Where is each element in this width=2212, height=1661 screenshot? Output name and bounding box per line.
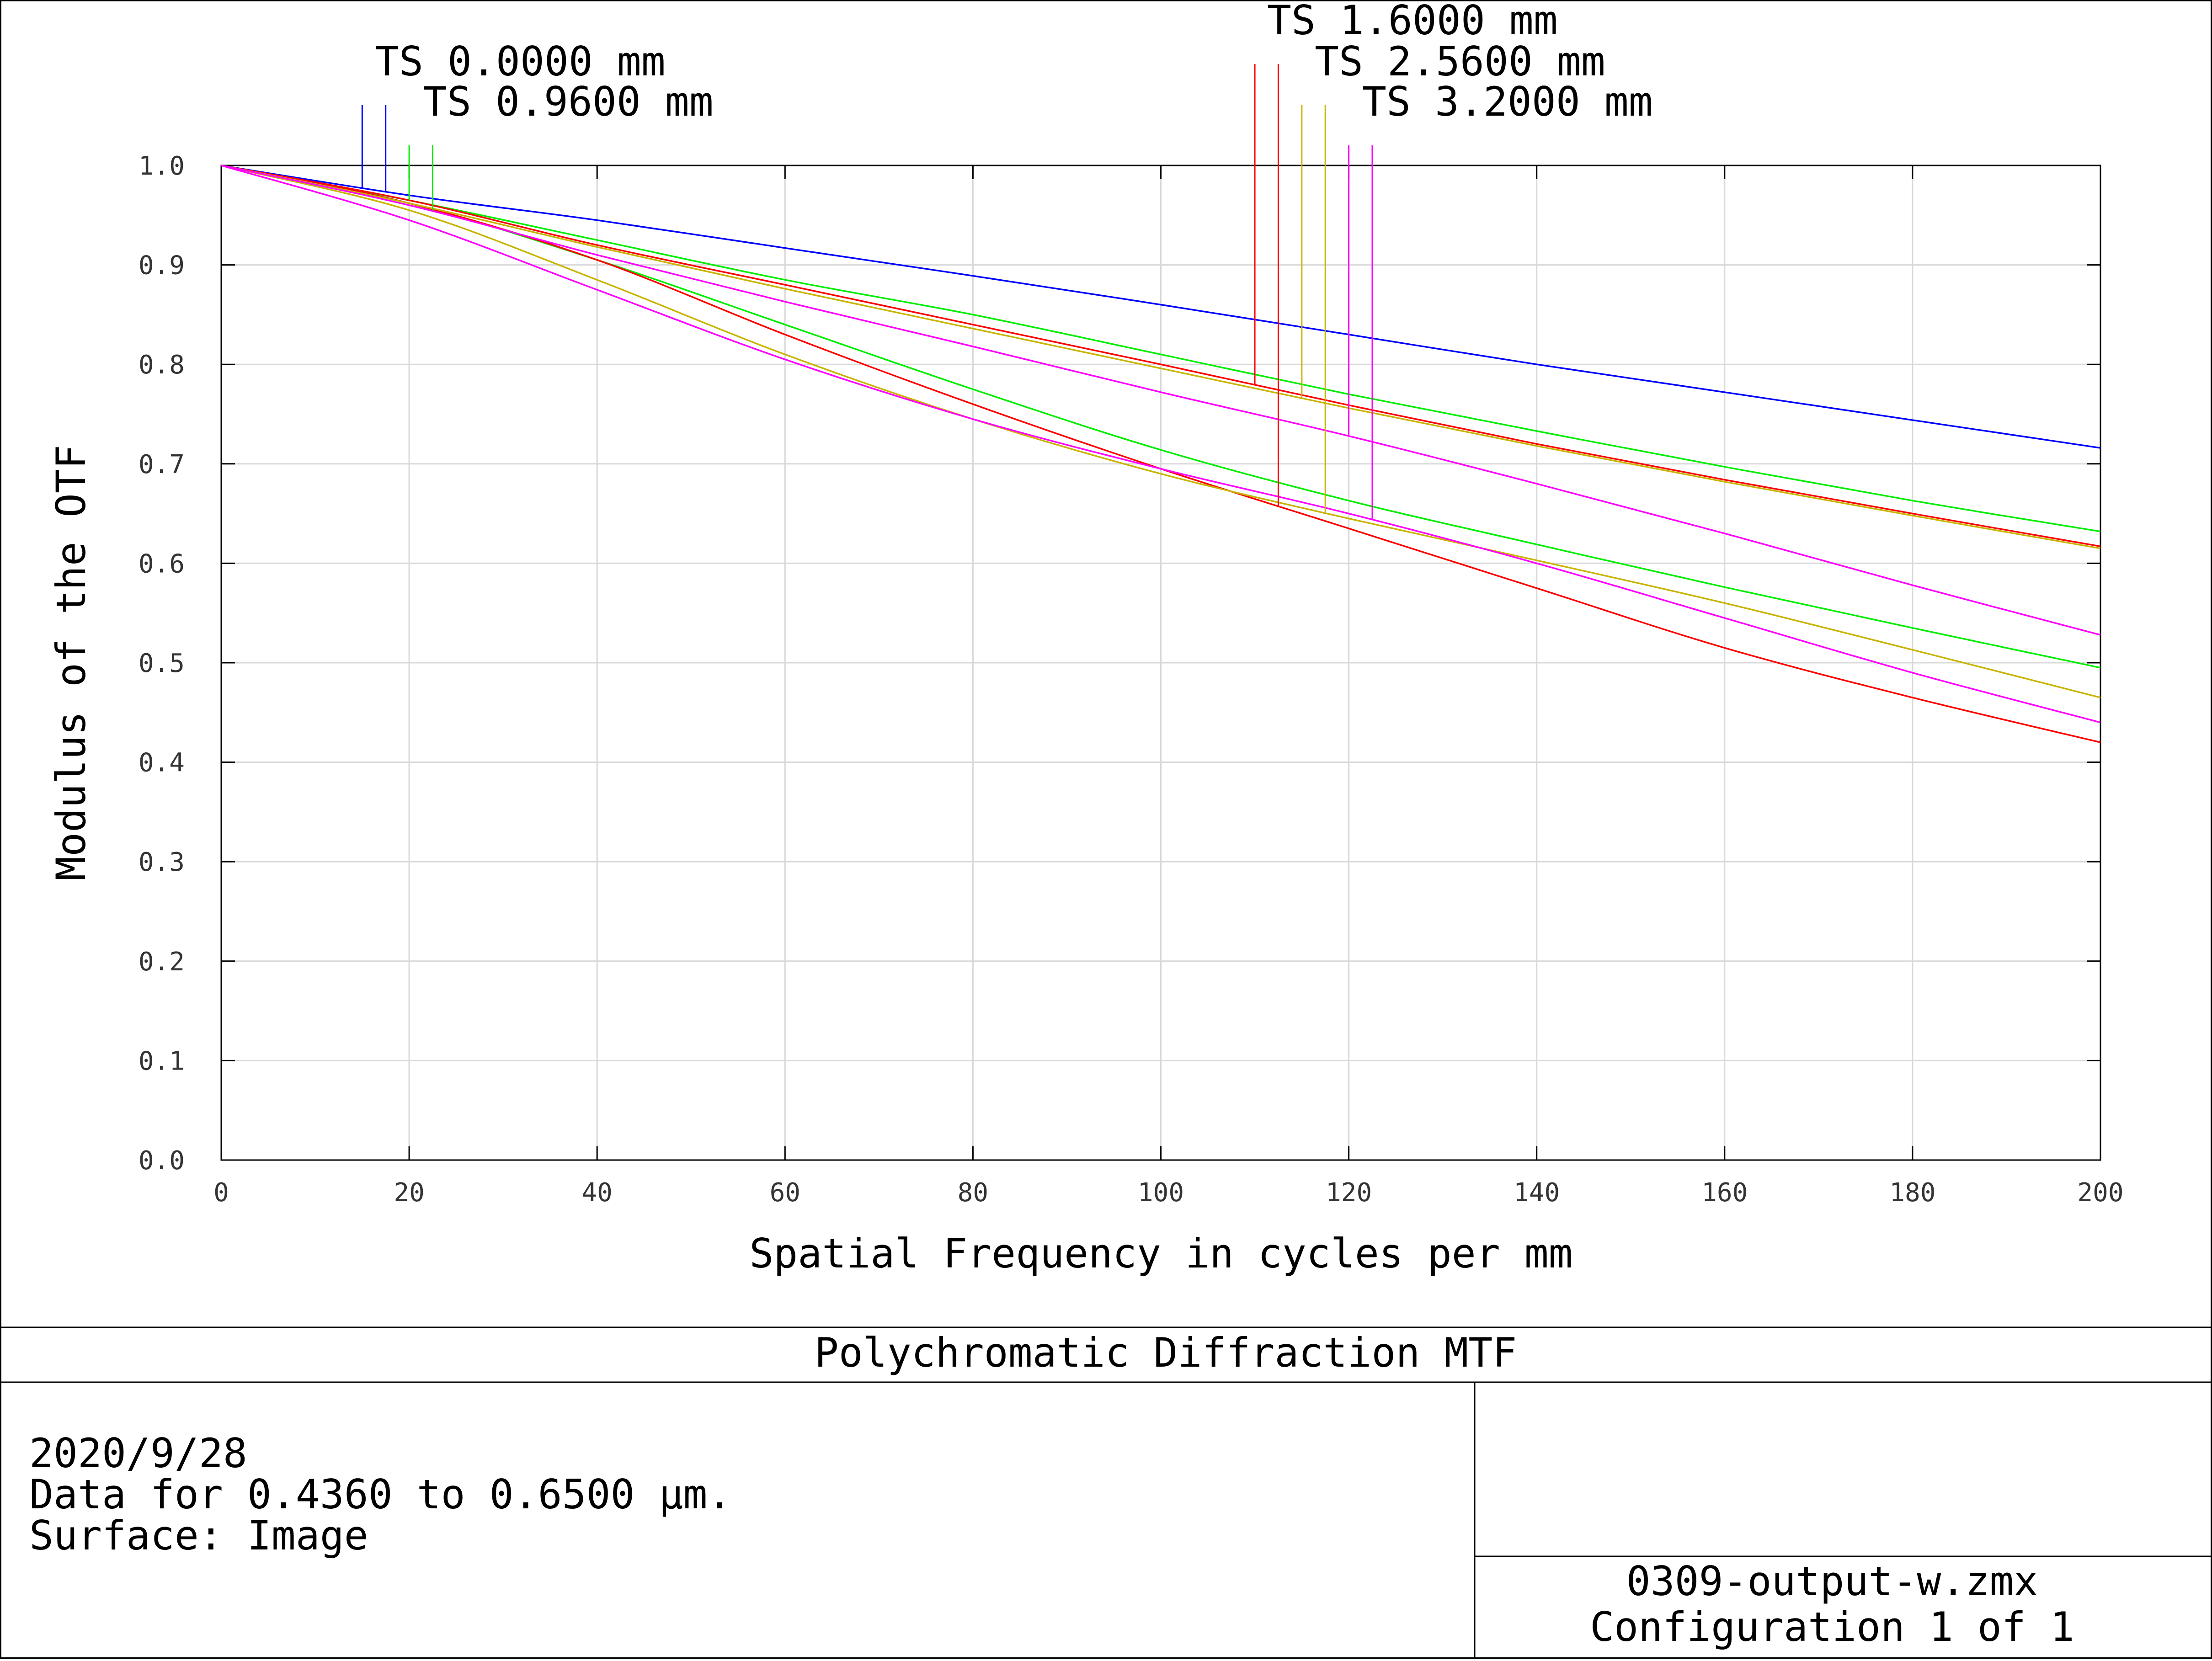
mtf-curve-3 [221,165,2101,548]
y-tick-label: 0.7 [139,450,185,479]
y-tick-label: 0.3 [139,847,185,877]
y-tick-label: 0.6 [139,549,185,579]
x-tick-label: 120 [1326,1178,1372,1208]
legend-label: TS 0.9600 mm [423,78,714,125]
mtf-curve-0 [221,165,2101,449]
mtf-curve-7 [221,165,2101,636]
x-tick-label: 100 [1138,1178,1184,1208]
mtf-curves [221,165,2101,743]
y-tick-label: 0.2 [139,947,185,977]
x-tick-label: 140 [1514,1178,1560,1208]
x-tick-label: 200 [2077,1178,2123,1208]
y-tick-label: 0.1 [139,1046,185,1076]
legend-label: TS 2.5600 mm [1315,38,1605,85]
y-tick-label: 0.0 [139,1146,185,1176]
x-tick-label: 80 [958,1178,988,1208]
legend-label: TS 1.6000 mm [1267,0,1558,44]
y-axis-title: Modulus of the OTF [48,445,95,881]
y-tick-label: 0.4 [139,748,185,778]
y-tick-label: 0.8 [139,350,185,380]
report-date: 2020/9/28 [29,1430,247,1477]
x-tick-label: 160 [1701,1178,1748,1208]
legend-label: TS 0.0000 mm [375,38,666,85]
mtf-curve-1 [221,165,2101,532]
x-tick-label: 0 [213,1178,229,1208]
report-data-range: Data for 0.4360 to 0.6500 µm. [29,1471,731,1518]
x-axis-title: Spatial Frequency in cycles per mm [749,1230,1572,1277]
legend-label: TS 3.2000 mm [1362,78,1653,125]
x-tick-label: 40 [581,1178,612,1208]
axis-ticks: 0 20 40 60 80 100 120 140 160 180 200 0.0 0.1 0.2 0.3 0… [139,151,2124,1208]
report-filename: 0309-output-w.zmx [1626,1558,2038,1605]
x-tick-label: 20 [394,1178,424,1208]
x-tick-label: 60 [770,1178,800,1208]
report-title: Polychromatic Diffraction MTF [815,1329,1517,1376]
mtf-curve-6 [221,165,2101,698]
x-tick-label: 180 [1889,1178,1935,1208]
report-surface: Surface: Image [29,1512,368,1559]
report-configuration: Configuration 1 of 1 [1590,1603,2074,1650]
mtf-curve-5 [221,165,2101,549]
mtf-curve-8 [221,165,2101,724]
y-tick-label: 1.0 [139,151,185,181]
grid-lines [221,165,2100,1160]
y-tick-label: 0.5 [139,649,185,678]
y-tick-label: 0.9 [139,251,185,281]
